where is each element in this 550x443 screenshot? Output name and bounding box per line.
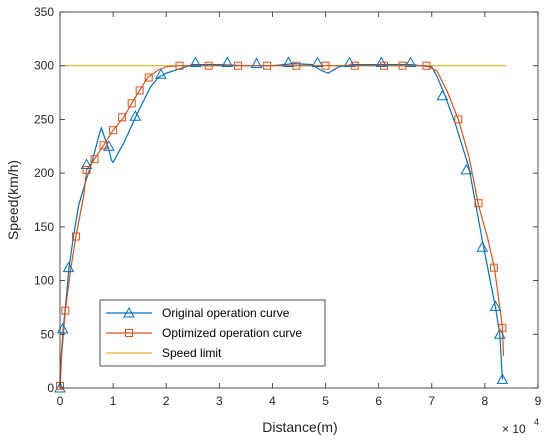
optimized-marker-14 [263,61,272,70]
x-axis-label: Distance(m) [262,419,337,435]
y-tick-label: 350 [34,5,54,19]
optimized-marker-16 [321,61,330,70]
original-marker-3 [80,158,93,170]
optimized-marker-10 [144,73,153,82]
optimized-marker-12 [204,61,213,70]
optimized-marker-17 [350,61,359,70]
original-marker-14 [404,56,417,67]
optimized-marker-11 [175,61,184,70]
optimized-marker-6 [109,126,118,135]
legend-marker-square [125,329,133,337]
x-tick-label: 4 [269,394,276,408]
optimized-marker-7 [118,113,127,122]
x-tick-label: 8 [482,394,489,408]
optimized-marker-22 [474,199,483,208]
y-axis-label: Speed(km/h) [5,160,21,240]
legend: Original operation curve Optimized operat… [99,299,326,367]
x-tick-label: 0 [57,394,64,408]
axes: 0 1 2 3 4 5 6 7 8 9 0 50 100 150 200 250 300 350 [34,5,542,408]
y-tick-label: 150 [34,220,54,234]
original-marker-9 [250,57,263,69]
original-marker-16 [460,163,473,175]
original-marker-20 [496,373,509,384]
optimized-marker-19 [398,61,407,70]
original-marker-11 [311,56,324,67]
x-tick-label: 2 [163,394,170,408]
legend-label-1: Optimized operation curve [162,326,302,340]
y-tick-label: 100 [34,274,54,288]
plot-layer [54,56,509,393]
series-line-1 [59,65,505,389]
x-tick-label: 9 [535,394,542,408]
y-tick-label: 250 [34,112,54,126]
y-tick-label: 50 [41,327,55,341]
original-marker-19 [493,328,506,339]
x-exponent-label: × 10 [502,422,526,436]
original-marker-4 [103,140,115,151]
x-tick-label: 1 [110,394,117,408]
optimized-marker-20 [422,61,431,70]
optimized-marker-1 [61,306,70,315]
x-tick-label: 3 [216,394,223,408]
optimized-marker-15 [292,61,301,70]
legend-label-0: Original operation curve [162,306,290,320]
original-marker-17 [476,241,489,252]
optimized-marker-3 [82,165,91,174]
y-tick-label: 300 [34,59,54,73]
optimized-marker-2 [71,232,80,241]
x-exponent-power: 4 [534,417,539,427]
optimized-marker-21 [454,115,463,124]
axis-box [59,11,539,389]
x-tick-label: 7 [428,394,435,408]
original-marker-2 [62,261,75,273]
optimized-marker-9 [135,86,144,95]
optimized-marker-8 [127,99,136,108]
optimized-marker-18 [379,61,388,70]
legend-marker-triangle [123,306,135,318]
original-marker-6 [155,68,167,79]
original-marker-15 [436,89,449,101]
optimized-marker-23 [489,263,498,272]
legend-label-2: Speed limit [162,346,222,360]
y-tick-label: 200 [34,166,54,180]
optimized-marker-4 [90,155,99,164]
original-marker-0 [54,381,66,393]
optimized-marker-24 [498,323,507,332]
original-marker-18 [489,300,502,311]
original-marker-8 [221,56,234,67]
original-marker-10 [282,56,295,67]
original-marker-7 [189,56,202,67]
x-tick-label: 5 [322,394,329,408]
original-marker-5 [129,110,142,121]
x-tick-label: 6 [375,394,382,408]
y-tick-label: 0 [47,381,54,395]
optimized-marker-5 [99,141,108,150]
optimized-marker-13 [233,61,242,70]
